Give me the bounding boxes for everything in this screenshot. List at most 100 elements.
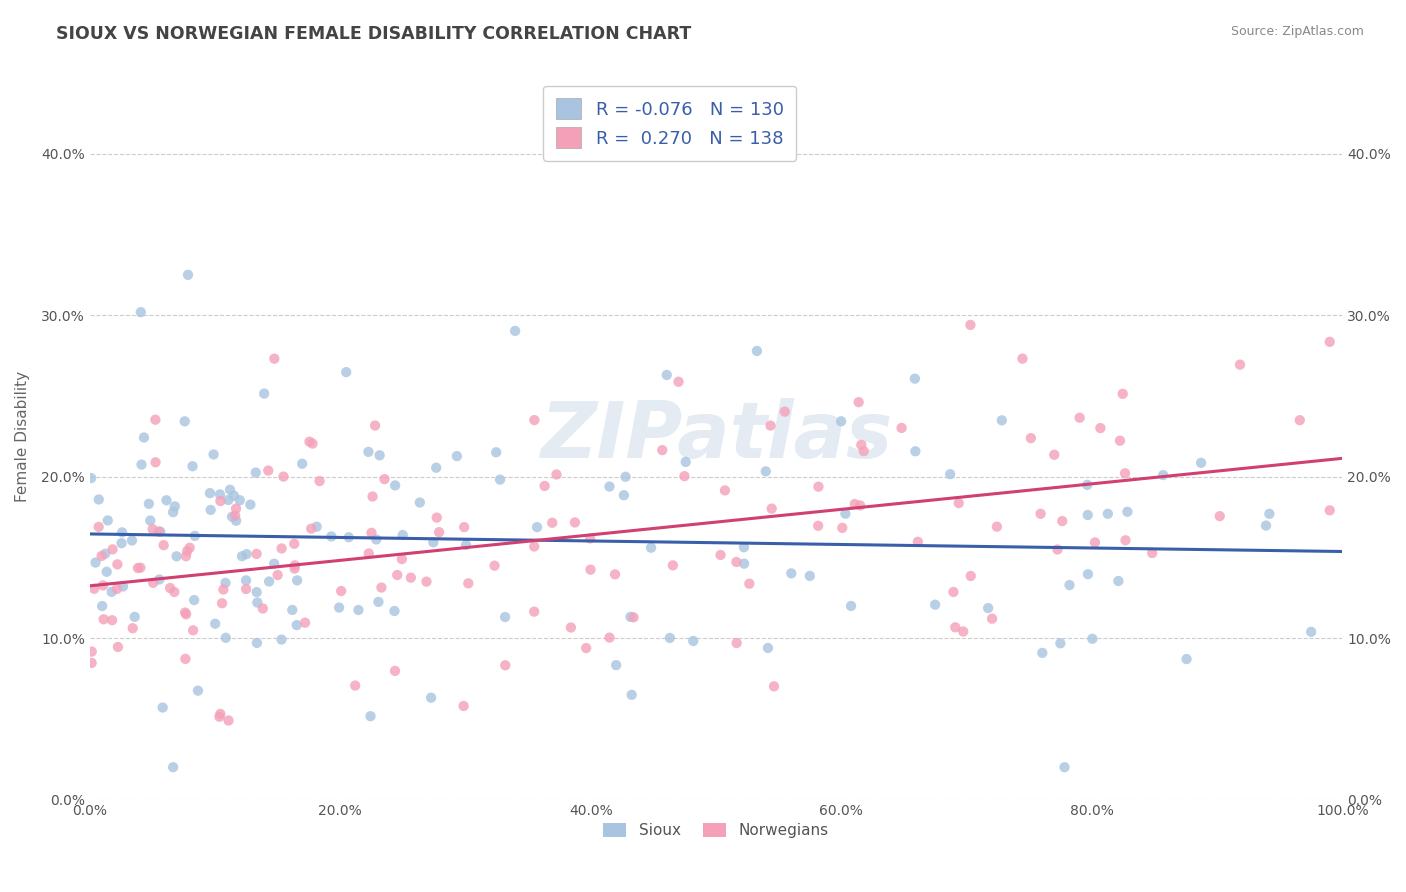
Point (215, 631, 238, 645)
Point (1019, 431, 1042, 445)
Point (662, 558, 685, 573)
Point (942, 585, 965, 599)
Point (214, 575, 236, 590)
Point (231, 549, 253, 564)
Point (943, 620, 966, 634)
Text: SIOUX VS NORWEGIAN FEMALE DISABILITY CORRELATION CHART: SIOUX VS NORWEGIAN FEMALE DISABILITY COR… (56, 25, 692, 43)
Point (484, 558, 506, 573)
Point (986, 519, 1008, 533)
Point (1114, 467, 1136, 481)
Point (1059, 578, 1081, 592)
Point (387, 568, 409, 582)
Point (613, 488, 636, 502)
Point (384, 604, 406, 618)
Point (658, 631, 681, 645)
Point (579, 532, 602, 546)
Point (142, 575, 165, 590)
Point (675, 455, 697, 469)
Y-axis label: Female Disability: Female Disability (15, 371, 30, 502)
Point (575, 641, 598, 656)
Point (456, 538, 478, 552)
Point (163, 585, 186, 599)
Point (266, 568, 288, 582)
Point (457, 576, 479, 591)
Point (427, 525, 450, 540)
Point (225, 514, 247, 528)
Point (229, 493, 252, 508)
Point (1175, 652, 1198, 666)
Point (415, 574, 437, 589)
Point (235, 582, 257, 596)
Point (560, 621, 582, 635)
Point (131, 458, 153, 472)
Point (605, 658, 627, 673)
Point (101, 542, 124, 557)
Point (682, 634, 704, 648)
Point (101, 613, 124, 627)
Point (257, 464, 280, 478)
Point (105, 582, 128, 596)
Point (1077, 567, 1099, 582)
Point (337, 530, 360, 544)
Point (224, 508, 246, 523)
Point (598, 479, 620, 493)
Point (83, 582, 105, 596)
Point (246, 595, 269, 609)
Point (446, 449, 468, 463)
Point (246, 636, 269, 650)
Point (640, 541, 662, 555)
Point (270, 541, 292, 556)
Point (152, 538, 174, 552)
Point (453, 520, 475, 534)
Point (725, 636, 748, 650)
Point (494, 610, 516, 624)
Point (245, 547, 267, 561)
Point (409, 495, 432, 509)
Point (422, 535, 444, 549)
Point (523, 540, 546, 554)
Point (149, 524, 172, 539)
Point (127, 561, 149, 575)
Point (107, 640, 129, 654)
Point (183, 593, 205, 607)
Point (162, 760, 184, 774)
Point (145, 413, 167, 427)
Point (1112, 387, 1135, 401)
Point (368, 448, 391, 462)
Point (579, 563, 602, 577)
Point (890, 421, 912, 435)
Point (1069, 410, 1091, 425)
Point (211, 596, 233, 610)
Point (364, 418, 387, 433)
Point (1081, 632, 1104, 646)
Point (485, 445, 508, 459)
Point (110, 536, 132, 550)
Point (1011, 351, 1033, 366)
Point (755, 464, 778, 478)
Point (187, 683, 209, 698)
Point (263, 557, 285, 571)
Point (831, 521, 853, 535)
Point (179, 541, 201, 555)
Point (924, 598, 946, 612)
Point (155, 493, 177, 508)
Point (152, 700, 174, 714)
Point (852, 444, 875, 458)
Point (503, 324, 526, 338)
Point (129, 305, 152, 319)
Point (1029, 507, 1052, 521)
Point (848, 395, 870, 409)
Point (603, 567, 626, 582)
Point (174, 606, 197, 620)
Point (366, 533, 388, 547)
Point (181, 624, 204, 638)
Point (1077, 508, 1099, 522)
Text: ZIPatlas: ZIPatlas (540, 398, 893, 475)
Point (1254, 518, 1277, 533)
Point (526, 520, 548, 534)
Point (283, 537, 305, 551)
Point (239, 498, 262, 512)
Point (780, 566, 803, 581)
Point (384, 478, 406, 492)
Point (523, 413, 546, 427)
